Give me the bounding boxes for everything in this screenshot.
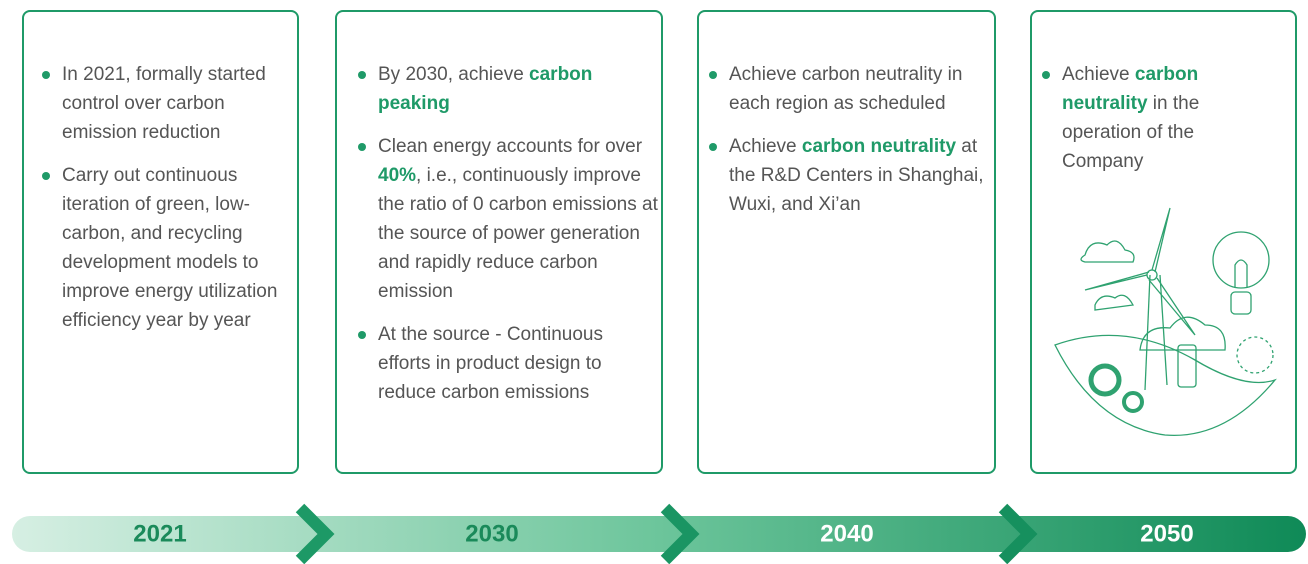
- cloud: [1095, 295, 1133, 310]
- highlight-text: 40%: [378, 165, 416, 186]
- bullet: By 2030, achieve carbon peaking: [378, 60, 658, 118]
- bullet: In 2021, formally started control over c…: [62, 60, 290, 147]
- highlight-text: carbon neutrality: [802, 136, 956, 157]
- bullet: Carry out continuous iteration of green,…: [62, 161, 290, 335]
- card: Achieve carbon neutrality in each region…: [697, 10, 996, 474]
- filament: [1235, 260, 1247, 288]
- year-label: 2040: [820, 520, 873, 547]
- cloud: [1081, 241, 1134, 262]
- bullet-text: , i.e., continuously improve the ratio o…: [378, 165, 658, 302]
- bullet-text: Clean energy accounts for over: [378, 136, 642, 157]
- page: In 2021, formally started control over c…: [0, 0, 1308, 564]
- bullet-text: By 2030, achieve: [378, 64, 529, 85]
- bullet: Achieve carbon neutrality in the operati…: [1062, 60, 1242, 176]
- timeline-bar: [12, 516, 1306, 552]
- bullet-text: Achieve carbon neutrality in each region…: [729, 64, 962, 114]
- bulb-base: [1231, 292, 1251, 314]
- illustration: [1045, 200, 1285, 450]
- bullet-text: Carry out continuous iteration of green,…: [62, 165, 277, 331]
- bullet: Clean energy accounts for over 40%, i.e.…: [378, 132, 658, 306]
- bullet: Achieve carbon neutrality at the R&D Cen…: [729, 132, 989, 219]
- card: In 2021, formally started control over c…: [22, 10, 299, 474]
- turbine-blades: [1085, 208, 1195, 335]
- bullet: Achieve carbon neutrality in each region…: [729, 60, 989, 118]
- bullet-list: Achieve carbon neutrality in each region…: [729, 60, 989, 233]
- gear: [1124, 393, 1142, 411]
- orbit: [1237, 337, 1273, 373]
- bullet-list: Achieve carbon neutrality in the operati…: [1062, 60, 1242, 190]
- year-label: 2030: [465, 520, 518, 547]
- bullet-list: In 2021, formally started control over c…: [62, 60, 290, 349]
- battery: [1178, 345, 1196, 387]
- bullet-text: At the source - Continuous efforts in pr…: [378, 324, 603, 403]
- bullet-text: Achieve: [729, 136, 802, 157]
- gear: [1091, 366, 1119, 394]
- year-label: 2050: [1140, 520, 1193, 547]
- bullet-text: Achieve: [1062, 64, 1135, 85]
- timeline: 2021 2030 2040 2050: [0, 500, 1308, 564]
- bullet-text: In 2021, formally started control over c…: [62, 64, 266, 143]
- year-label: 2021: [133, 520, 186, 547]
- card: By 2030, achieve carbon peaking Clean ene…: [335, 10, 663, 474]
- bullet: At the source - Continuous efforts in pr…: [378, 320, 658, 407]
- bullet-list: By 2030, achieve carbon peaking Clean ene…: [378, 60, 658, 421]
